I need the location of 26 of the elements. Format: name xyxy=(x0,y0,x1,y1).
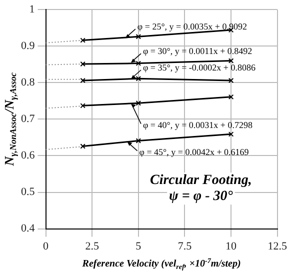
annotation: φ = 30°, y = 0.0011x + 0.8492 xyxy=(142,46,252,56)
annotation: Circular Footing, xyxy=(150,173,252,188)
point xyxy=(136,100,142,106)
y-tick-label: 0.9 xyxy=(21,40,36,52)
point xyxy=(136,76,142,82)
annotation: φ = 40°, y = 0.0031x + 0.7298 xyxy=(142,120,254,130)
x-tick-label: 7.5 xyxy=(178,240,192,252)
y-tick-label: 0.6 xyxy=(21,150,36,162)
y-axis-title: Nγ,NonAssoc/Nγ,Assoc xyxy=(1,72,18,167)
x-tick-label: 10 xyxy=(226,240,238,252)
x-tick-label: 5 xyxy=(136,240,142,252)
annotation: φ = 25°, y = 0.0035x + 0.9092 xyxy=(137,21,247,32)
point xyxy=(136,34,142,40)
x-tick-label: 12.5 xyxy=(268,240,288,252)
y-tick-label: 0.5 xyxy=(21,186,36,198)
x-tick-label: 0 xyxy=(43,240,49,252)
annotation: φ = 35°, y = -0.0002x + 0.8086 xyxy=(142,62,256,72)
annotation: ψ = φ - 30° xyxy=(169,189,234,204)
y-tick-label: 0.8 xyxy=(21,76,36,89)
y-tick-label: 1 xyxy=(29,3,35,16)
annotation: φ = 45°, y = 0.0042x + 0.6169 xyxy=(139,147,250,158)
y-tick-label: 0.4 xyxy=(21,222,36,235)
y-tick-label: 0.7 xyxy=(21,113,36,126)
point xyxy=(136,138,142,144)
point xyxy=(136,60,142,66)
x-tick-label: 2.5 xyxy=(85,240,100,252)
